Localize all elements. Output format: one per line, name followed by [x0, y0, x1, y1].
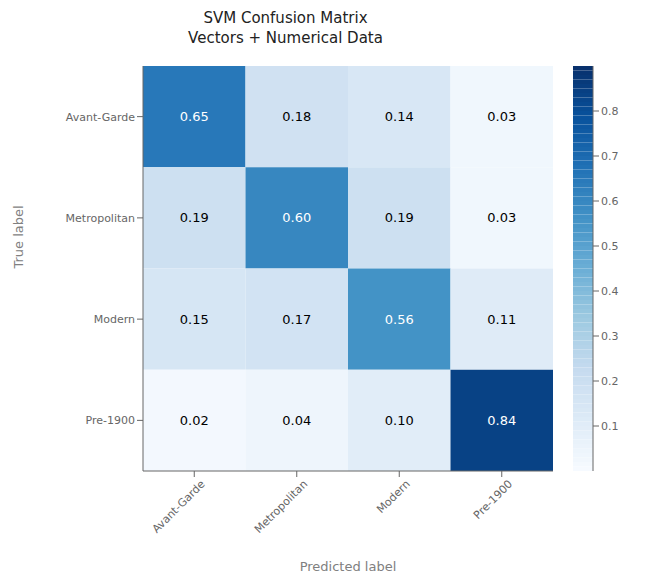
svg-text:0.56: 0.56	[385, 312, 414, 327]
svg-text:0.7: 0.7	[601, 150, 619, 163]
svg-text:True label: True label	[11, 205, 26, 269]
svg-text:Metropolitan: Metropolitan	[252, 478, 310, 536]
svg-text:Pre-1900: Pre-1900	[86, 414, 135, 427]
svg-text:0.3: 0.3	[601, 330, 619, 343]
svg-text:0.18: 0.18	[282, 109, 311, 124]
svg-text:0.6: 0.6	[601, 195, 619, 208]
svg-text:0.14: 0.14	[385, 109, 414, 124]
svg-text:0.02: 0.02	[180, 413, 209, 428]
svg-text:Modern: Modern	[374, 478, 412, 516]
svg-text:Metropolitan: Metropolitan	[66, 212, 135, 225]
svg-text:Predicted label: Predicted label	[300, 559, 397, 571]
svg-text:Avant-Garde: Avant-Garde	[150, 477, 208, 535]
svg-text:0.03: 0.03	[487, 210, 516, 225]
svg-text:0.19: 0.19	[385, 210, 414, 225]
svg-text:0.03: 0.03	[487, 109, 516, 124]
svg-text:0.19: 0.19	[180, 210, 209, 225]
svg-text:0.60: 0.60	[282, 210, 311, 225]
svg-text:0.15: 0.15	[180, 312, 209, 327]
svg-text:Pre-1900: Pre-1900	[471, 478, 515, 522]
svg-text:0.10: 0.10	[385, 413, 414, 428]
svg-text:0.1: 0.1	[601, 420, 619, 433]
svg-text:0.4: 0.4	[601, 285, 619, 298]
svg-text:0.5: 0.5	[601, 240, 619, 253]
svg-text:0.17: 0.17	[282, 312, 311, 327]
svg-text:0.04: 0.04	[282, 413, 311, 428]
svg-text:Modern: Modern	[94, 313, 135, 326]
svg-text:0.11: 0.11	[487, 312, 516, 327]
svg-text:0.8: 0.8	[601, 105, 619, 118]
html-text:SVM Confusion Matrix Vectors +: SVM Confusion Matrix Vectors + Numerical…	[188, 9, 383, 47]
svg-text:0.2: 0.2	[601, 375, 619, 388]
svg-text:0.65: 0.65	[180, 109, 209, 124]
svg-text:Avant-Garde: Avant-Garde	[66, 111, 135, 124]
svg-text:0.84: 0.84	[487, 413, 516, 428]
